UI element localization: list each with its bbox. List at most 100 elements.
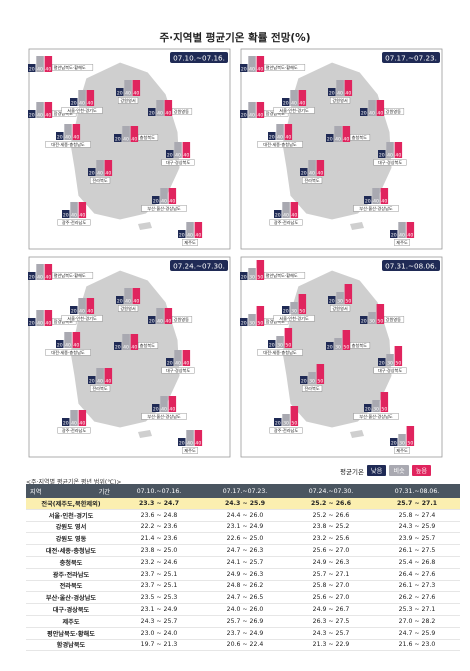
bar: [116, 296, 124, 304]
bar: [132, 80, 141, 96]
region-label: 부산·울산·경상남도: [147, 205, 181, 212]
region-label-box: [137, 342, 159, 349]
page-title: 주·지역별 평균기온 확률 전망(%): [159, 32, 311, 44]
region-label-box: [273, 107, 315, 114]
row-value: 25.3 ~ 27.1: [374, 603, 460, 616]
region-label: 서울·인천·경기도: [279, 315, 309, 322]
region-bars: 20 30 50 평안남북도·황해도: [240, 260, 306, 281]
bar: [36, 56, 44, 72]
region-label-box: [383, 316, 405, 323]
bar: [78, 202, 87, 218]
region-label-box: [273, 315, 315, 322]
bar: [282, 414, 290, 426]
region-bars: 20 40 40 충청북도: [326, 126, 371, 143]
bar: [378, 150, 386, 158]
row-value: 24.3 ~ 25.7: [116, 615, 202, 628]
bar-value: 20: [241, 275, 247, 281]
bar-value: 40: [97, 171, 103, 177]
row-value: 24.7 ~ 26.3: [202, 544, 288, 557]
bar-value: 20: [117, 91, 123, 97]
row-value: 24.7 ~ 25.9: [374, 627, 460, 640]
bar: [156, 308, 164, 324]
bar: [282, 306, 290, 314]
bar: [390, 438, 398, 446]
region-label-box: [118, 305, 139, 312]
row-value: 21.3 ~ 22.9: [288, 639, 374, 652]
period-label: 07.24.~07.30.: [173, 262, 225, 271]
row-region: 충청북도: [26, 556, 116, 569]
row-region: 대구·경상북도: [26, 603, 116, 616]
region-label: 평안남북도·황해도: [54, 64, 86, 71]
bar-value: 20: [57, 135, 63, 141]
bar-value: 40: [165, 111, 171, 117]
bar: [378, 358, 386, 366]
bar-value: 20: [301, 171, 307, 177]
region-label: 평안남북도·황해도: [266, 64, 298, 71]
bar: [114, 342, 122, 350]
region-label: 대전·세종·충청남도: [263, 349, 297, 356]
row-value: 22.2 ~ 23.6: [116, 521, 202, 534]
bar: [182, 142, 191, 158]
bar-value: 30: [373, 407, 379, 413]
region-bars: 20 30 50 강원영동: [360, 304, 405, 325]
bar-value: 40: [45, 67, 51, 73]
region-label: 강원영서: [332, 305, 348, 312]
period-badge: [170, 260, 228, 271]
region-label: 광주·전라남도: [274, 219, 299, 226]
bar-value: 40: [249, 67, 255, 73]
row-value: 24.9 ~ 26.3: [202, 568, 288, 581]
row-value: 23.2 ~ 24.6: [116, 556, 202, 569]
bar: [368, 312, 376, 324]
row-value: 25.4 ~ 26.8: [374, 556, 460, 569]
bar: [36, 102, 44, 118]
region-label-box: [182, 447, 199, 454]
region-label-box: [161, 159, 195, 166]
region-label-box: [51, 64, 94, 71]
region-label-box: [182, 239, 199, 246]
bar: [130, 334, 139, 350]
bar: [96, 160, 104, 176]
table-row: 대구·경상북도 23.1 ~ 24.9 24.0 ~ 26.0 24.9 ~ 26.7…: [26, 603, 460, 616]
row-value: 24.7 ~ 26.5: [202, 591, 288, 605]
bar-value: 40: [125, 299, 131, 305]
bar-value: 50: [381, 407, 387, 413]
bar: [342, 330, 351, 350]
bar-value: 50: [257, 321, 263, 327]
bar-value: 20: [361, 319, 367, 325]
bar-value: 20: [63, 421, 69, 427]
bar: [96, 368, 104, 384]
bar-value: 20: [241, 321, 247, 327]
bar-value: 20: [149, 111, 155, 117]
row-value: 23.7 ~ 25.1: [116, 580, 202, 593]
bar-value: 40: [37, 67, 43, 73]
bar-value: 40: [73, 343, 79, 349]
bar: [372, 188, 380, 204]
bar-value: 20: [29, 67, 35, 73]
region-label-box: [330, 305, 351, 312]
region-label-box: [269, 427, 303, 434]
bar-value: 20: [365, 407, 371, 413]
bar-value: 20: [29, 275, 35, 281]
region-label-box: [171, 316, 193, 323]
bar-value: 40: [285, 135, 291, 141]
row-value: 24.0 ~ 26.0: [202, 603, 288, 616]
bar: [122, 334, 130, 350]
bar-value: 40: [87, 101, 93, 107]
bar-value: 40: [37, 275, 43, 281]
row-value: 19.7 ~ 21.3: [116, 639, 202, 652]
row-value: 23.7 ~ 24.9: [202, 627, 288, 640]
row-value: 24.9 ~ 26.3: [288, 556, 374, 569]
region-label-box: [161, 367, 195, 374]
bar: [298, 294, 307, 314]
bar-value: 40: [45, 113, 51, 119]
row-region: 평안남북도·황해도: [26, 627, 116, 640]
bar-value: 20: [269, 135, 275, 141]
table-row: 평안남북도·황해도 23.0 ~ 24.0 23.7 ~ 24.9 24.3 ~ 25…: [26, 627, 460, 640]
bar: [334, 338, 342, 350]
